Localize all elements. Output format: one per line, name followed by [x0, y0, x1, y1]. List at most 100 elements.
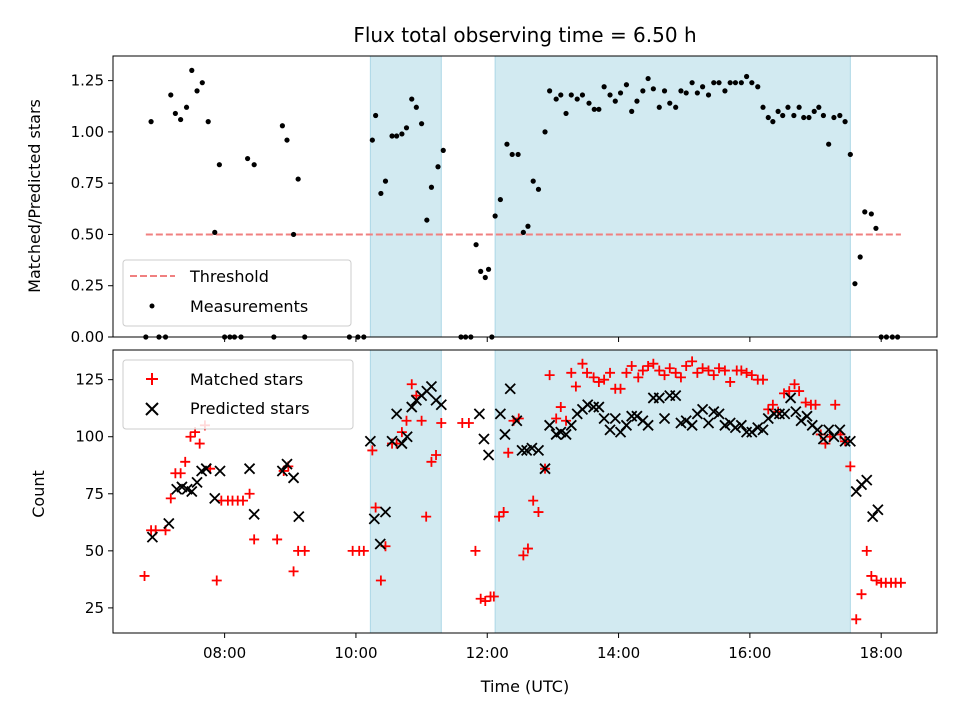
measurement-point [418, 121, 425, 127]
matched-star-point [871, 575, 882, 586]
x-tick-label: 16:00 [728, 644, 771, 662]
matched-star-point [533, 507, 544, 518]
measurement-point [591, 106, 597, 112]
x-axis-ticks: 08:00 10:00 12:00 14:00 16:00 18:00 [203, 633, 903, 662]
predicted-star-point [850, 485, 862, 498]
predicted-star-point [146, 531, 159, 543]
measurement-point [199, 80, 205, 86]
matched-star-point [577, 358, 588, 369]
predicted-star-point [844, 435, 856, 447]
measurement-point [553, 96, 559, 102]
matched-star-point [272, 534, 283, 545]
measurement-point [478, 268, 484, 274]
y-tick-label: 0.75 [71, 174, 104, 192]
measurement-point [816, 104, 822, 110]
measurement-point [542, 129, 548, 135]
matched-star-point [475, 593, 486, 604]
matched-star-point [498, 507, 509, 518]
matched-star-point [570, 381, 581, 392]
matched-star-point [654, 365, 665, 376]
matched-star-point [436, 418, 447, 429]
x-axis-label: Time (UTC) [480, 677, 569, 696]
y-tick-label: 25 [85, 599, 104, 617]
measurement-point [440, 147, 446, 153]
predicted-star-point [795, 415, 807, 427]
matched-star-point [687, 356, 698, 367]
measurement-point [251, 162, 257, 168]
matched-star-point [582, 367, 593, 378]
y-tick-label: 1.00 [71, 123, 104, 141]
measurement-point [435, 164, 441, 170]
matched-star-point [866, 570, 877, 581]
measurement-point [189, 67, 195, 73]
matched-star-point [401, 415, 412, 426]
predicted-star-point [406, 401, 418, 413]
predicted-star-point [713, 408, 725, 420]
predicted-star-point [642, 419, 654, 431]
matched-star-point [518, 550, 529, 561]
matched-stars-swatch [146, 373, 158, 385]
measurement-point [482, 274, 488, 281]
measurement-point [749, 80, 755, 86]
predicted-star-point [790, 405, 802, 418]
matched-star-point [637, 365, 648, 376]
predicted-star-point [526, 442, 538, 454]
observing-interval [369, 55, 442, 338]
matched-star-point [288, 566, 299, 577]
observing-interval [494, 55, 851, 338]
predicted-star-point [499, 428, 511, 441]
measurement-point [700, 84, 706, 90]
matched-star-point [830, 399, 841, 410]
predicted-stars-swatch [145, 402, 159, 416]
matched-star-point [719, 365, 730, 376]
measurement-point [617, 90, 624, 96]
predicted-star-point [565, 419, 577, 431]
predicted-star-point [511, 415, 523, 427]
matched-star-point [675, 372, 686, 383]
measurement-point [806, 114, 812, 121]
measurement-point [497, 196, 503, 203]
matched-star-point [522, 543, 533, 554]
measurement-point [683, 90, 689, 96]
measurement-point [485, 266, 492, 272]
measurement-point [563, 110, 569, 117]
predicted-star-point [686, 419, 698, 431]
predicted-star-point [386, 435, 398, 447]
matched-star-point [494, 511, 505, 522]
measurement-point [413, 104, 419, 110]
matched-star-point [528, 495, 539, 506]
matched-star-point [463, 418, 474, 429]
measurement-point [492, 213, 498, 219]
legend: Threshold Measurements [122, 259, 352, 327]
measurement-point [172, 110, 178, 117]
matched-star-point [551, 413, 562, 424]
chart-title: Flux total observing time = 6.50 h [353, 23, 696, 47]
measurement-point [650, 86, 656, 92]
x-tick-label: 14:00 [597, 644, 640, 662]
measurement-point [399, 131, 405, 137]
predicted-star-point [598, 412, 610, 425]
matched-star-point [626, 360, 637, 371]
measurement-point [279, 123, 285, 129]
measurement-point [424, 217, 430, 223]
matched-star-point [180, 456, 191, 467]
predicted-star-point [374, 538, 386, 550]
predicted-star-point [757, 424, 769, 436]
measurement-point [428, 184, 435, 190]
matched-star-point [370, 502, 381, 513]
predicted-star-point [801, 410, 813, 422]
measurement-point [826, 141, 832, 147]
measurement-point [295, 176, 301, 182]
matched-star-point [763, 404, 774, 415]
matched-star-point [789, 379, 800, 390]
matched-star-point [746, 370, 757, 381]
measurement-point [743, 73, 750, 80]
measurement-point [727, 80, 733, 86]
predicted-star-point [532, 444, 545, 457]
measurement-point [394, 133, 400, 139]
matched-star-point [736, 365, 747, 376]
predicted-star-point [504, 383, 516, 395]
predicted-star-point [209, 492, 221, 504]
x-tick-label: 12:00 [466, 644, 509, 662]
predicted-star-point [186, 485, 198, 498]
